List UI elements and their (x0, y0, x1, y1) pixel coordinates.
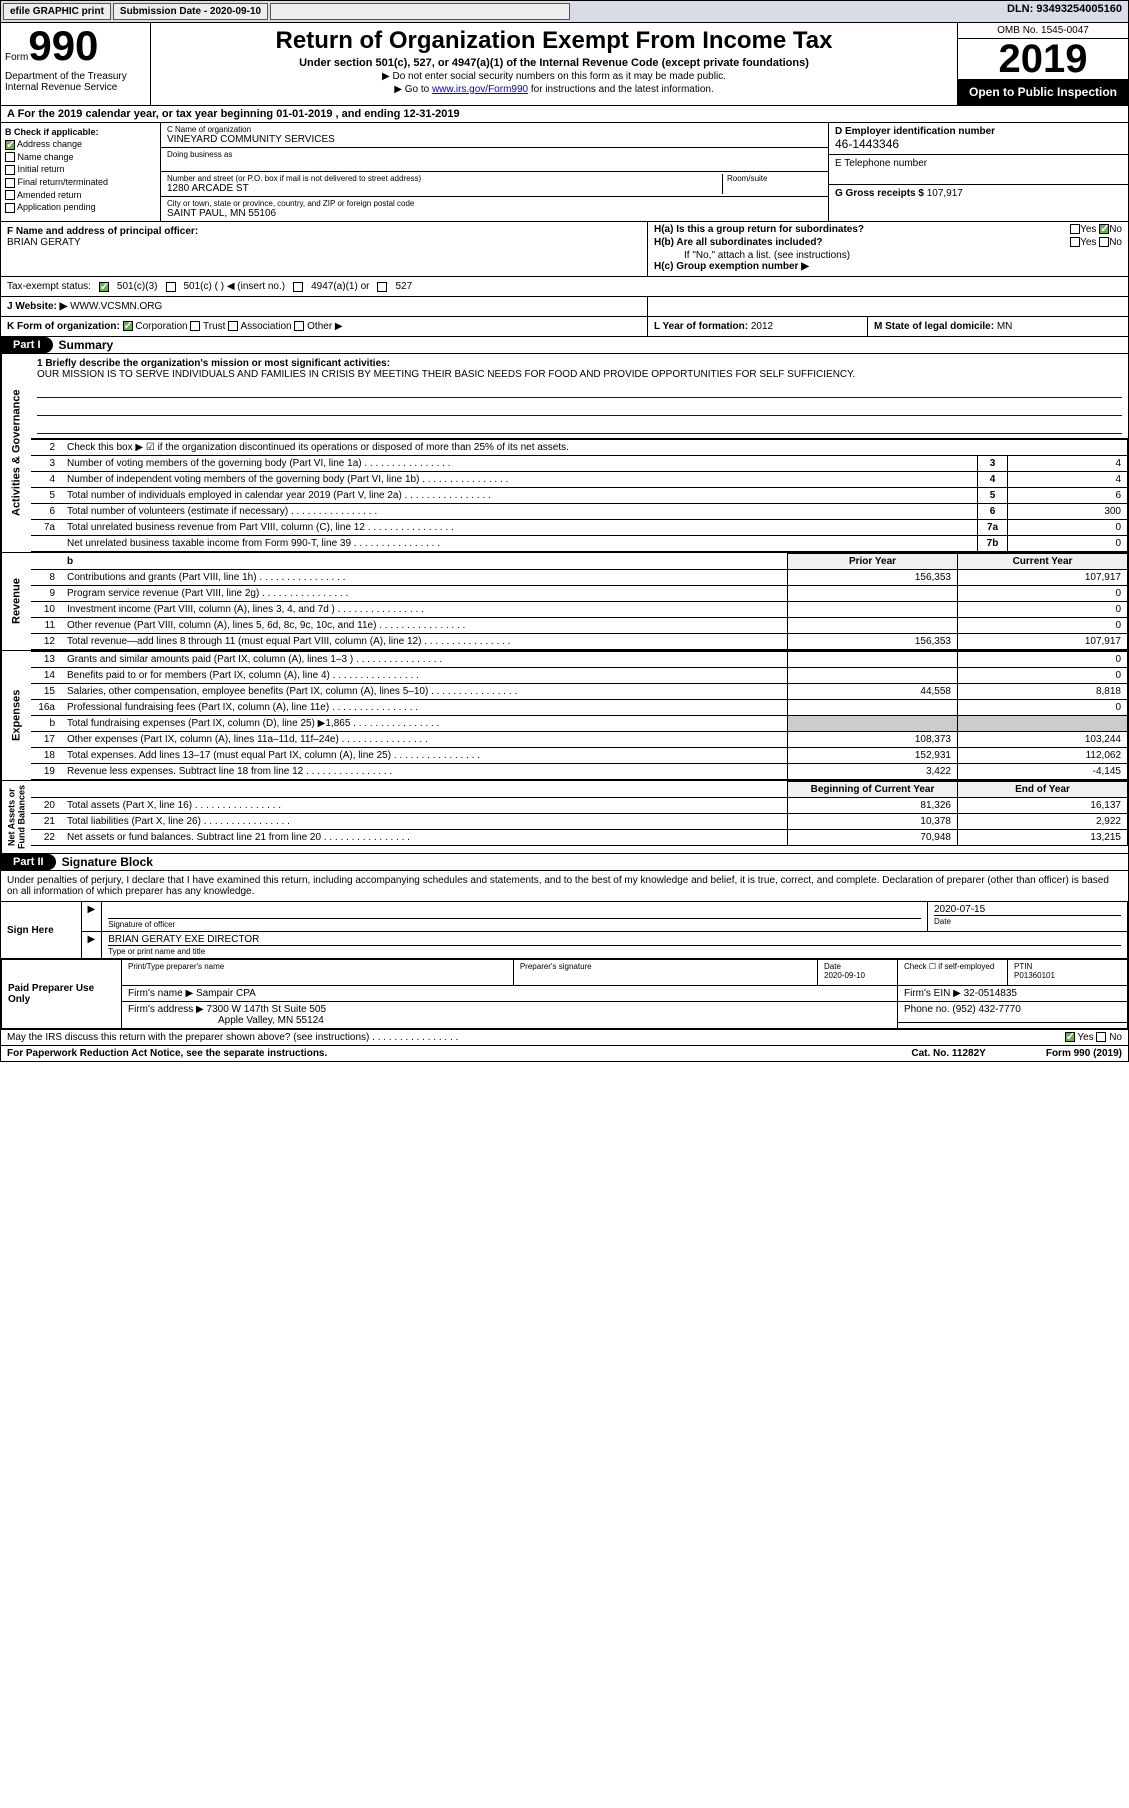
line3: ▶ Go to www.irs.gov/Form990 for instruct… (159, 84, 949, 95)
subtitle: Under section 501(c), 527, or 4947(a)(1)… (159, 57, 949, 69)
part1-header: Part I Summary (1, 337, 1128, 354)
vtab-revenue: Revenue (1, 553, 31, 650)
preparer-table: Paid Preparer Use Only Print/Type prepar… (1, 959, 1128, 1029)
website-val: WWW.VCSMN.ORG (70, 301, 162, 312)
cb-pending[interactable] (5, 203, 15, 213)
tax-status-row: Tax-exempt status: 501(c)(3) 501(c) ( ) … (1, 277, 1128, 297)
state-domicile: M State of legal domicile: MN (868, 317, 1128, 336)
exp-table: 13Grants and similar amounts paid (Part … (31, 651, 1128, 780)
mission-box: 1 Briefly describe the organization's mi… (31, 354, 1128, 439)
discuss-row: May the IRS discuss this return with the… (1, 1029, 1128, 1045)
submission-btn[interactable]: Submission Date - 2020-09-10 (113, 3, 268, 20)
mission-text: OUR MISSION IS TO SERVE INDIVIDUALS AND … (37, 369, 1122, 380)
sig-intro: Under penalties of perjury, I declare th… (1, 871, 1128, 901)
year-cell: OMB No. 1545-0047 2019 Open to Public In… (958, 23, 1128, 105)
dln: DLN: 93493254005160 (1001, 1, 1128, 22)
open-inspection: Open to Public Inspection (958, 79, 1128, 105)
org-addr: 1280 ARCADE ST (167, 183, 722, 194)
irs-link[interactable]: www.irs.gov/Form990 (432, 84, 528, 95)
officer-name: BRIAN GERATY (7, 237, 641, 248)
efile-btn[interactable]: efile GRAPHIC print (3, 3, 111, 20)
form-prefix: Form (5, 52, 28, 63)
topbar: efile GRAPHIC print Submission Date - 20… (1, 1, 1128, 23)
title-cell: Return of Organization Exempt From Incom… (151, 23, 958, 105)
year-formation: L Year of formation: 2012 (648, 317, 868, 336)
gross-receipts: 107,917 (927, 188, 963, 199)
vtab-governance: Activities & Governance (1, 354, 31, 552)
row-a: A For the 2019 calendar year, or tax yea… (1, 106, 1128, 123)
cb-501c3[interactable] (99, 282, 109, 292)
gov-table: 2Check this box ▶ ☑ if the organization … (31, 439, 1128, 552)
check-applicable: B Check if applicable: Address change Na… (1, 123, 161, 221)
group-return: H(a) Is this a group return for subordin… (648, 222, 1128, 276)
cb-final[interactable] (5, 178, 15, 188)
website-cell: J Website: ▶ WWW.VCSMN.ORG (1, 297, 648, 316)
na-table: Beginning of Current YearEnd of Year20To… (31, 781, 1128, 846)
footer: For Paperwork Reduction Act Notice, see … (1, 1045, 1128, 1061)
vtab-netassets: Net Assets or Fund Balances (1, 781, 31, 853)
rev-table: bPrior YearCurrent Year8Contributions an… (31, 553, 1128, 650)
blank-btn (270, 3, 570, 20)
cb-initial[interactable] (5, 165, 15, 175)
line2: ▶ Do not enter social security numbers o… (159, 71, 949, 82)
firm-name: Sampair CPA (196, 988, 256, 999)
cb-name[interactable] (5, 152, 15, 162)
org-name: VINEYARD COMMUNITY SERVICES (167, 134, 822, 145)
ein: 46-1443346 (835, 137, 1122, 151)
employer-info: D Employer identification number 46-1443… (828, 123, 1128, 221)
form-990: 990 (28, 22, 98, 69)
dept: Department of the Treasury Internal Reve… (5, 71, 146, 93)
tax-year: 2019 (958, 39, 1128, 79)
form-org: K Form of organization: Corporation Trus… (1, 317, 648, 336)
cb-address[interactable] (5, 140, 15, 150)
sign-here-table: Sign Here ▶ Signature of officer 2020-07… (1, 901, 1128, 959)
main-title: Return of Organization Exempt From Incom… (159, 27, 949, 55)
form-number-cell: Form990 Department of the Treasury Inter… (1, 23, 151, 105)
org-city: SAINT PAUL, MN 55106 (167, 208, 822, 219)
vtab-expenses: Expenses (1, 651, 31, 780)
org-info: C Name of organization VINEYARD COMMUNIT… (161, 123, 828, 221)
officer-sig-name: BRIAN GERATY EXE DIRECTOR (108, 934, 1121, 945)
part2-header: Part II Signature Block (1, 854, 1128, 871)
cb-amended[interactable] (5, 190, 15, 200)
officer-cell: F Name and address of principal officer:… (1, 222, 648, 276)
